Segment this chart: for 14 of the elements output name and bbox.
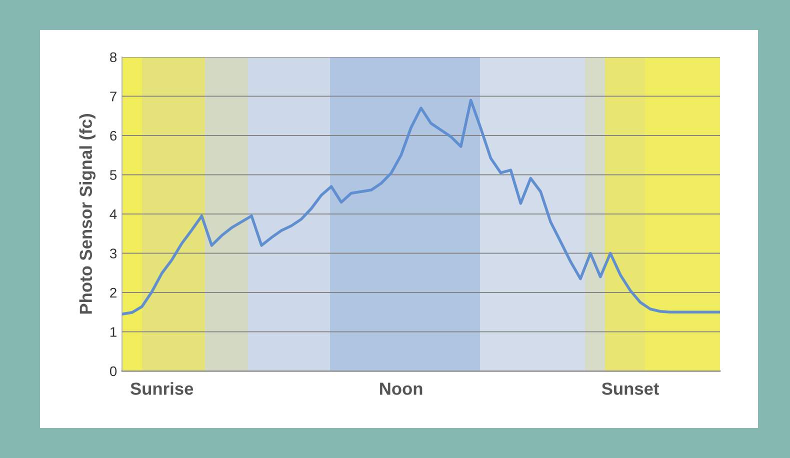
y-tick-label: 2 [110,288,116,298]
x-tick-label: Sunrise [130,382,194,395]
y-tick-label: 0 [110,366,117,376]
x-tick-label: Sunset [602,382,660,395]
y-tick-label: 5 [110,170,117,180]
y-tick-label: 8 [110,52,117,62]
x-tick-label: Noon [380,382,422,395]
y-tick-label: 7 [110,92,116,102]
y-tick-label: 3 [110,248,117,258]
line-series [122,98,720,316]
y-tick-label: 6 [110,130,117,141]
y-tick-label: 4 [110,209,117,220]
y-axis-title: Photo Sensor Signal (fc) [79,114,96,314]
y-tick-label: 1 [110,327,116,337]
